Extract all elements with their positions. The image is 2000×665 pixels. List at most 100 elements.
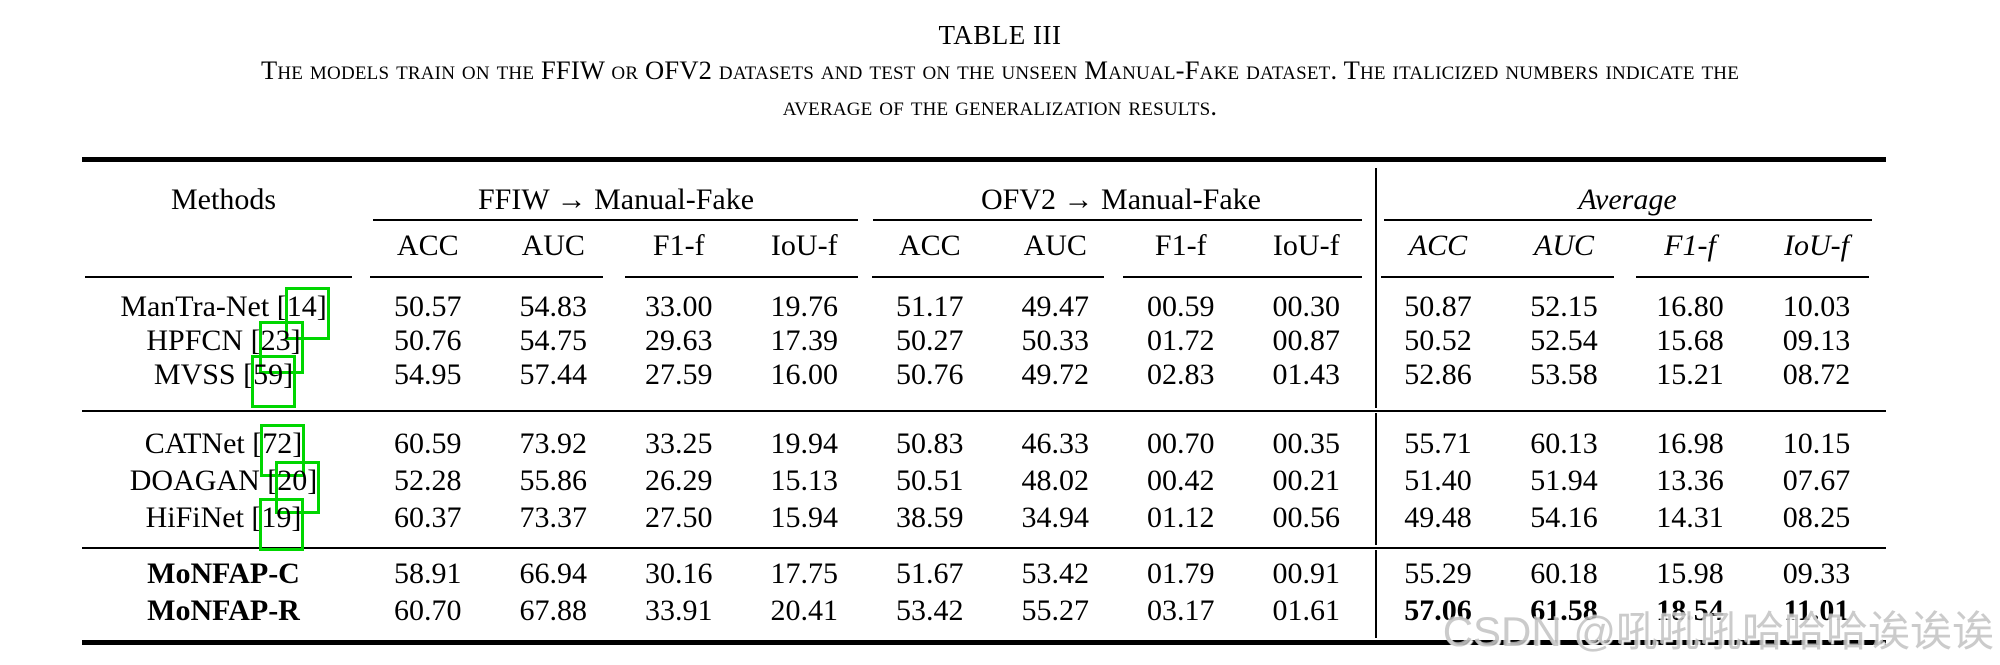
- col-header-acc: ACC: [898, 229, 961, 262]
- table-cell: 08.25: [1782, 500, 1851, 534]
- table-cell: 50.27: [896, 324, 964, 357]
- table-cell: 50.87: [1404, 290, 1472, 323]
- citation-link[interactable]: 14]: [284, 287, 330, 340]
- method-label: CATNet: [144, 426, 245, 460]
- col-header-acc-avg: ACC: [1408, 229, 1468, 262]
- col-header-f1f: F1-f: [1154, 229, 1207, 262]
- table-cell: 54.75: [519, 324, 588, 357]
- group-header-ofv2: OFV2 → Manual-Fake: [981, 183, 1261, 216]
- table-cell: 02.83: [1147, 358, 1215, 391]
- citation-number: 20: [277, 463, 308, 497]
- method-name: MoNFAP-R: [147, 593, 300, 627]
- table-cell: 58.91: [394, 556, 462, 590]
- citation-link[interactable]: 59]: [251, 355, 297, 408]
- group-header-average: Average: [1578, 183, 1677, 216]
- citation-link[interactable]: 23]: [258, 321, 304, 374]
- subheader-rule-2: [625, 276, 858, 278]
- csdn-watermark: CSDN @吼吼吼哈哈哈诶诶诶: [1442, 608, 1994, 655]
- table-cell: 50.33: [1021, 324, 1090, 357]
- col-header-f1f-avg: F1-f: [1664, 229, 1716, 262]
- table-cell: 50.76: [394, 324, 462, 357]
- table-cell: 09.33: [1782, 556, 1851, 590]
- table-cell: 60.59: [394, 426, 462, 460]
- table-cell: 67.88: [519, 593, 588, 627]
- table-cell: 51.67: [896, 556, 964, 590]
- table-row: DOAGAN [20] 52.28 55.86 26.29 15.13 50.5…: [82, 460, 1886, 514]
- caption-line-1: The models train on the FFIW or OFV2 dat…: [260, 55, 1740, 85]
- table-cell: 55.29: [1404, 556, 1472, 590]
- table-cell: 50.52: [1404, 324, 1472, 357]
- table-cell: 10.03: [1782, 290, 1851, 323]
- table-cell: 50.76: [896, 358, 964, 391]
- block-separator-rule-2: [82, 547, 1886, 549]
- method-label: HiFiNet: [145, 500, 244, 534]
- average-vertical-separator: [1375, 168, 1377, 408]
- col-header-iouf-avg: IoU-f: [1784, 229, 1849, 262]
- table-cell: 15.13: [770, 463, 839, 497]
- table-cell: 73.92: [519, 426, 588, 460]
- table-cell: 26.29: [645, 463, 713, 497]
- table-cell: 60.18: [1530, 556, 1598, 590]
- table-title: TABLE III: [938, 20, 1062, 50]
- table-cell: 53.42: [896, 593, 964, 627]
- table-cell: 15.68: [1656, 324, 1724, 357]
- table-cell: 19.76: [770, 290, 839, 323]
- table-cell: 15.98: [1656, 556, 1724, 590]
- table-cell: 55.71: [1404, 426, 1472, 460]
- table-cell: 09.13: [1782, 324, 1851, 357]
- table-cell: 15.21: [1656, 358, 1724, 391]
- table-cell: 17.75: [770, 556, 839, 590]
- table-cell: 17.39: [770, 324, 839, 357]
- method-name: HiFiNet [19]: [145, 497, 305, 551]
- average-group-rule: [1384, 219, 1872, 221]
- table-cell: 51.17: [896, 290, 964, 323]
- table-cell: 52.86: [1404, 358, 1472, 391]
- method-name: MVSS [59]: [153, 355, 297, 408]
- table-cell: 01.12: [1147, 500, 1215, 534]
- col-header-auc: AUC: [521, 229, 585, 262]
- table-cell: 00.42: [1147, 463, 1215, 497]
- table-cell: 27.50: [645, 500, 713, 534]
- citation-number: 59: [253, 358, 284, 391]
- table-cell: 00.56: [1272, 500, 1341, 534]
- table-cell: 38.59: [896, 500, 964, 534]
- table-cell: 30.16: [645, 556, 713, 590]
- table-cell: 29.63: [645, 324, 713, 357]
- table-cell: 53.42: [1021, 556, 1090, 590]
- table-cell: 00.87: [1272, 324, 1341, 357]
- subheader-rule-5: [1381, 276, 1614, 278]
- table-cell: 48.02: [1021, 463, 1090, 497]
- caption-line-2: average of the generalization results.: [782, 91, 1218, 121]
- table-bottom-rule: [82, 640, 1886, 645]
- table-cell: 49.47: [1021, 290, 1090, 323]
- table-cell: 33.91: [645, 593, 713, 627]
- method-label: HPFCN: [146, 324, 244, 357]
- table-cell: 19.94: [770, 426, 839, 460]
- group-header-row: Methods FFIW → Manual-Fake OFV2 → Manual…: [82, 178, 1886, 222]
- method-label: DOAGAN: [129, 463, 260, 497]
- table-cell: 01.72: [1147, 324, 1215, 357]
- table-cell: 57.44: [519, 358, 588, 391]
- citation-link[interactable]: 19]: [259, 497, 305, 551]
- table-cell-best: 11.01: [1783, 593, 1850, 627]
- table-cell: 52.15: [1530, 290, 1598, 323]
- table-cell: 60.37: [394, 500, 462, 534]
- subheader-rule-1: [370, 276, 603, 278]
- table-cell: 01.61: [1272, 593, 1341, 627]
- table-row: MoNFAP-C 58.91 66.94 30.16 17.75 51.67 5…: [82, 555, 1886, 592]
- citation-link[interactable]: 72]: [260, 423, 306, 477]
- table-cell: 00.30: [1272, 290, 1341, 323]
- table-row: HiFiNet [19] 60.37 73.37 27.50 15.94 38.…: [82, 497, 1886, 551]
- table-cell: 00.70: [1147, 426, 1215, 460]
- table-cell: 49.72: [1021, 358, 1090, 391]
- table-cell: 00.59: [1147, 290, 1215, 323]
- table-cell: 16.80: [1656, 290, 1724, 323]
- table-cell: 50.83: [896, 426, 964, 460]
- citation-link[interactable]: 20]: [275, 460, 321, 514]
- table-cell: 07.67: [1782, 463, 1851, 497]
- table-cell: 54.16: [1530, 500, 1598, 534]
- table-cell: 52.54: [1530, 324, 1598, 357]
- subheader-rule-4: [1123, 276, 1362, 278]
- table-cell-best: 61.58: [1530, 593, 1598, 627]
- method-name: MoNFAP-C: [147, 556, 300, 590]
